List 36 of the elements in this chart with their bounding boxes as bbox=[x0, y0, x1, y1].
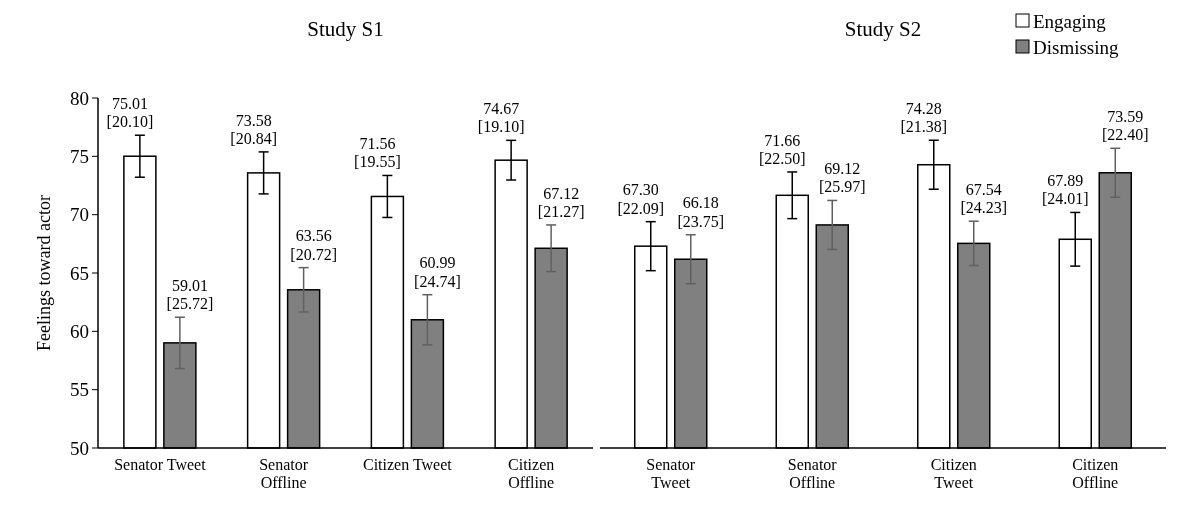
data-label: 59.01 [25.72] bbox=[166, 276, 214, 313]
data-label: 66.18 [23.75] bbox=[677, 194, 725, 230]
y-tick-label: 65 bbox=[70, 262, 89, 284]
y-axis-title: Feelings toward actor bbox=[34, 195, 54, 351]
legend-label: Engaging bbox=[1033, 10, 1107, 32]
data-label: 69.12 [25.97] bbox=[818, 160, 866, 196]
data-label: 75.01 [20.10] bbox=[106, 94, 154, 131]
data-label: 71.66 [22.50] bbox=[758, 131, 806, 167]
data-label: 67.54 [24.23] bbox=[960, 180, 1008, 217]
y-tick-label: 70 bbox=[70, 204, 89, 226]
chart-title: Study S1 bbox=[307, 17, 384, 41]
data-label: 63.56 [20.72] bbox=[290, 227, 337, 263]
x-tick-label: Senator Offline bbox=[787, 456, 838, 492]
data-label: 67.30 [22.09] bbox=[617, 181, 665, 217]
y-tick-label: 75 bbox=[70, 145, 89, 167]
data-label: 60.99 [24.74] bbox=[414, 254, 461, 290]
x-tick-label: Senator Tweet bbox=[646, 456, 696, 492]
data-label: 67.89 [24.01] bbox=[1041, 172, 1089, 208]
y-tick-label: 80 bbox=[70, 87, 89, 109]
y-tick-label: 60 bbox=[70, 320, 89, 342]
x-tick-label: Senator Offline bbox=[259, 456, 309, 492]
data-label: 67.12 [21.27] bbox=[537, 184, 585, 220]
data-label: 74.28 [21.38] bbox=[900, 99, 948, 136]
x-tick-label: Citizen Tweet bbox=[930, 456, 977, 492]
data-label: 73.59 [22.40] bbox=[1101, 107, 1149, 144]
data-label: 73.58 [20.84] bbox=[230, 111, 277, 147]
data-label: 74.67 [19.10] bbox=[477, 99, 525, 136]
data-label: 71.56 [19.55] bbox=[354, 135, 401, 171]
x-tick-label: Citizen Offline bbox=[1072, 456, 1119, 492]
y-tick-label: 50 bbox=[70, 437, 89, 459]
x-tick-label: Citizen Offline bbox=[508, 456, 555, 492]
x-tick-label: Citizen Tweet bbox=[362, 456, 453, 473]
y-tick-label: 55 bbox=[70, 379, 89, 401]
chart-title: Study S2 bbox=[844, 17, 922, 41]
legend-label: Dismissing bbox=[1033, 36, 1120, 58]
x-tick-label: Senator Tweet bbox=[114, 456, 207, 473]
